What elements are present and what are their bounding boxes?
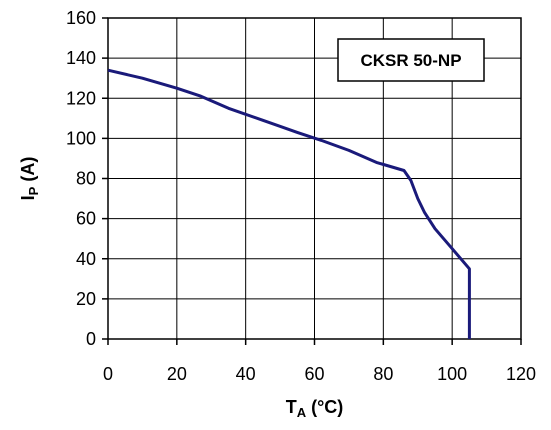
y-tick-label: 160 (66, 8, 96, 28)
annotation-frame (337, 38, 485, 82)
x-tick-label: 40 (236, 364, 256, 384)
y-tick-label: 140 (66, 48, 96, 68)
x-tick-label: 0 (103, 364, 113, 384)
y-axis-label-main: I (18, 195, 38, 200)
x-tick-label: 100 (437, 364, 467, 384)
x-ticks: 0 20 40 60 80 100 120 (103, 339, 536, 384)
y-axis-label: IP (A) (18, 157, 41, 201)
y-ticks: 0 20 40 60 80 100 120 140 160 (66, 8, 108, 349)
y-tick-label: 20 (76, 289, 96, 309)
y-axis-label-unit: (A) (18, 157, 38, 187)
x-tick-label: 120 (506, 364, 536, 384)
x-tick-label: 80 (373, 364, 393, 384)
y-tick-label: 0 (86, 329, 96, 349)
y-tick-label: 120 (66, 88, 96, 108)
y-axis-label-subscript: P (26, 186, 41, 195)
x-axis-label-main: T (286, 397, 297, 417)
x-axis-label-unit: (°C) (306, 397, 343, 417)
annotation-box: CKSR 50-NP (337, 38, 485, 82)
y-tick-label: 40 (76, 249, 96, 269)
x-axis-label-subscript: A (297, 405, 307, 420)
annotation-text: CKSR 50-NP (360, 51, 461, 70)
x-tick-label: 20 (167, 364, 187, 384)
y-tick-label: 80 (76, 169, 96, 189)
y-tick-label: 100 (66, 128, 96, 148)
x-tick-label: 60 (304, 364, 324, 384)
y-tick-label: 60 (76, 209, 96, 229)
x-axis-label: TA (°C) (286, 397, 344, 420)
series-line-ip (107, 68, 471, 339)
